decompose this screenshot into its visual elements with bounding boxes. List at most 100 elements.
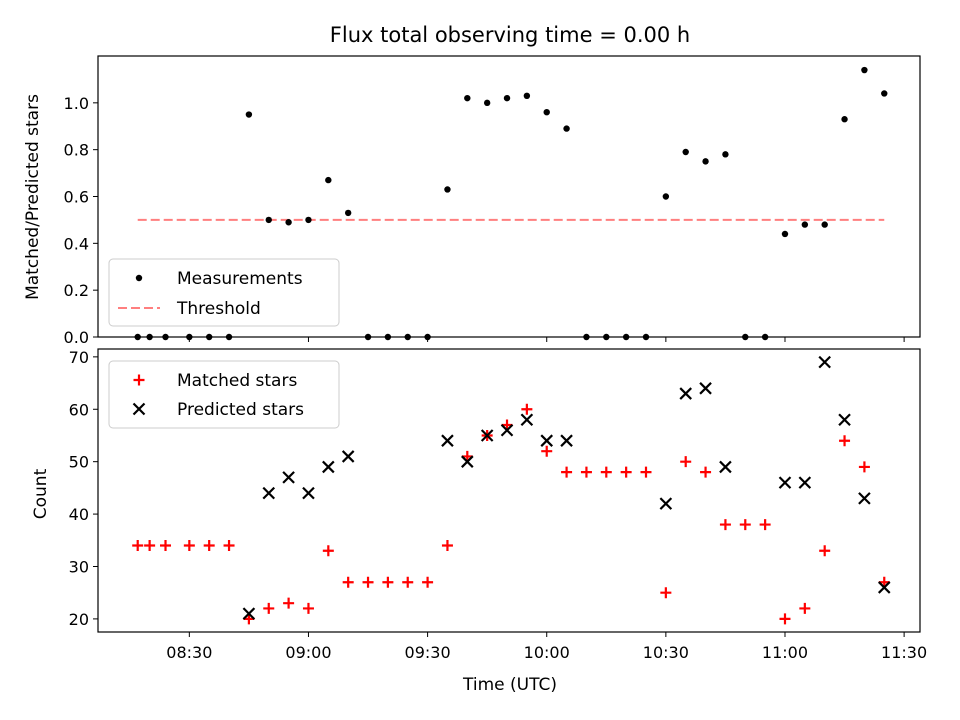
matched-star-marker <box>441 540 453 552</box>
predicted-star-marker <box>719 460 732 474</box>
legend-threshold-label: Threshold <box>176 299 261 319</box>
measurement-point <box>305 216 312 224</box>
bottom-y-tick-label: 50 <box>69 453 89 472</box>
top-y-tick-label: 0.6 <box>64 188 89 207</box>
predicted-star-marker <box>322 460 335 474</box>
bottom-axes-frame <box>97 348 921 633</box>
predicted-star-marker <box>818 355 831 369</box>
bottom-y-tick-label: 70 <box>69 348 89 367</box>
top-y-tick-label: 0.8 <box>64 141 89 160</box>
matched-star-marker <box>183 540 195 552</box>
matched-star-marker <box>402 576 414 588</box>
bottom-y-tick-label: 60 <box>69 400 89 419</box>
top-y-axis-label: Matched/Predicted stars <box>23 94 43 300</box>
legend-matched-swatch <box>133 374 145 386</box>
matched-star-marker <box>700 466 712 478</box>
predicted-star-marker <box>838 413 851 427</box>
matched-star-marker <box>144 540 156 552</box>
predicted-star-marker <box>699 382 712 395</box>
matched-star-marker <box>461 450 473 462</box>
measurement-point <box>344 209 352 217</box>
measurement-point <box>861 66 868 74</box>
matched-star-marker <box>501 419 513 431</box>
matched-star-marker <box>243 613 255 625</box>
top-panel: 0.0 0.2 0.4 0.6 0.8 1.0 Matched/Predicted sta… <box>23 55 921 347</box>
bottom-x-tick-label: 11:00 <box>762 643 808 662</box>
bottom-x-tick-label: 09:30 <box>405 643 451 662</box>
predicted-star-marker <box>858 492 871 505</box>
matched-star-marker <box>799 602 811 614</box>
predicted-star-marker <box>778 476 792 489</box>
predicted-star-marker <box>798 476 812 489</box>
measurement-point <box>781 230 789 238</box>
legend-measurements-label: Measurements <box>177 269 303 289</box>
predicted-star-marker <box>282 471 295 484</box>
top-y-tick-label: 0.2 <box>64 281 89 300</box>
measurement-point <box>543 109 550 116</box>
measurement-point <box>881 90 888 97</box>
matched-star-marker <box>160 540 172 552</box>
matched-star-marker <box>322 545 334 557</box>
measurement-point <box>265 216 272 224</box>
measurement-point <box>702 158 709 165</box>
predicted-star-marker <box>302 486 315 500</box>
bottom-axes: 08:30 09:00 09:30 10:00 10:30 11:00 11:30 20 30 4… <box>69 348 928 662</box>
predicted-star-marker <box>341 450 355 463</box>
predicted-star-marker <box>461 455 474 468</box>
matched-star-marker <box>203 540 215 552</box>
measurement-point <box>841 116 848 123</box>
bottom-y-tick-label: 20 <box>69 610 89 629</box>
matched-star-marker <box>640 466 652 478</box>
figure-title: Flux total observing time = 0.00 h <box>330 23 690 47</box>
bottom-x-tick-label: 10:30 <box>643 643 689 662</box>
matched-star-marker <box>541 445 553 457</box>
legend-matched-label: Matched stars <box>177 371 297 391</box>
bottom-x-tick-label: 08:30 <box>166 643 212 662</box>
bottom-y-tick-label: 40 <box>69 505 89 524</box>
matched-star-marker <box>620 466 632 478</box>
measurement-point <box>682 148 689 156</box>
matched-star-marker <box>362 576 374 588</box>
predicted-star-marker <box>500 423 514 437</box>
predicted-star-marker <box>877 581 891 594</box>
bottom-y-tick-label: 30 <box>69 557 89 576</box>
measurement-point <box>483 99 491 107</box>
predicted-star-marker <box>560 434 573 447</box>
bottom-plot-area <box>132 355 891 625</box>
bottom-x-tick-label: 09:00 <box>285 643 331 662</box>
x-axis-label: Time (UTC) <box>462 675 557 695</box>
measurement-point <box>285 219 292 226</box>
matched-star-marker <box>283 597 295 609</box>
matched-star-marker <box>263 602 275 614</box>
top-axes: 0.0 0.2 0.4 0.6 0.8 1.0 <box>64 94 905 347</box>
matched-star-marker <box>759 519 771 531</box>
measurement-point <box>523 92 531 100</box>
matched-star-marker <box>382 576 394 588</box>
matched-star-marker <box>779 613 791 625</box>
matched-star-marker <box>342 576 354 588</box>
predicted-star-marker <box>520 413 534 427</box>
measurement-point <box>503 94 511 102</box>
bottom-legend-box <box>108 360 340 429</box>
matched-star-marker <box>858 461 870 473</box>
matched-star-marker <box>223 540 235 552</box>
matched-star-marker <box>561 466 573 478</box>
measurement-point <box>325 176 332 184</box>
matched-star-marker <box>660 587 672 599</box>
top-y-tick-label: 0.4 <box>64 234 89 253</box>
bottom-x-tick-label: 10:00 <box>524 643 570 662</box>
predicted-star-marker <box>659 497 673 510</box>
predicted-star-marker <box>480 429 494 442</box>
matched-star-marker <box>719 519 731 531</box>
bottom-legend: Matched stars Predicted stars <box>108 360 340 429</box>
measurement-point <box>801 221 809 228</box>
predicted-star-marker <box>540 434 554 447</box>
matched-star-marker <box>132 540 144 552</box>
bottom-y-axis-label: Count <box>31 468 51 519</box>
matched-star-marker <box>819 545 831 557</box>
matched-star-marker <box>839 435 851 447</box>
matched-star-marker <box>600 466 612 478</box>
matched-star-marker <box>521 403 533 415</box>
predicted-star-marker <box>679 387 692 400</box>
